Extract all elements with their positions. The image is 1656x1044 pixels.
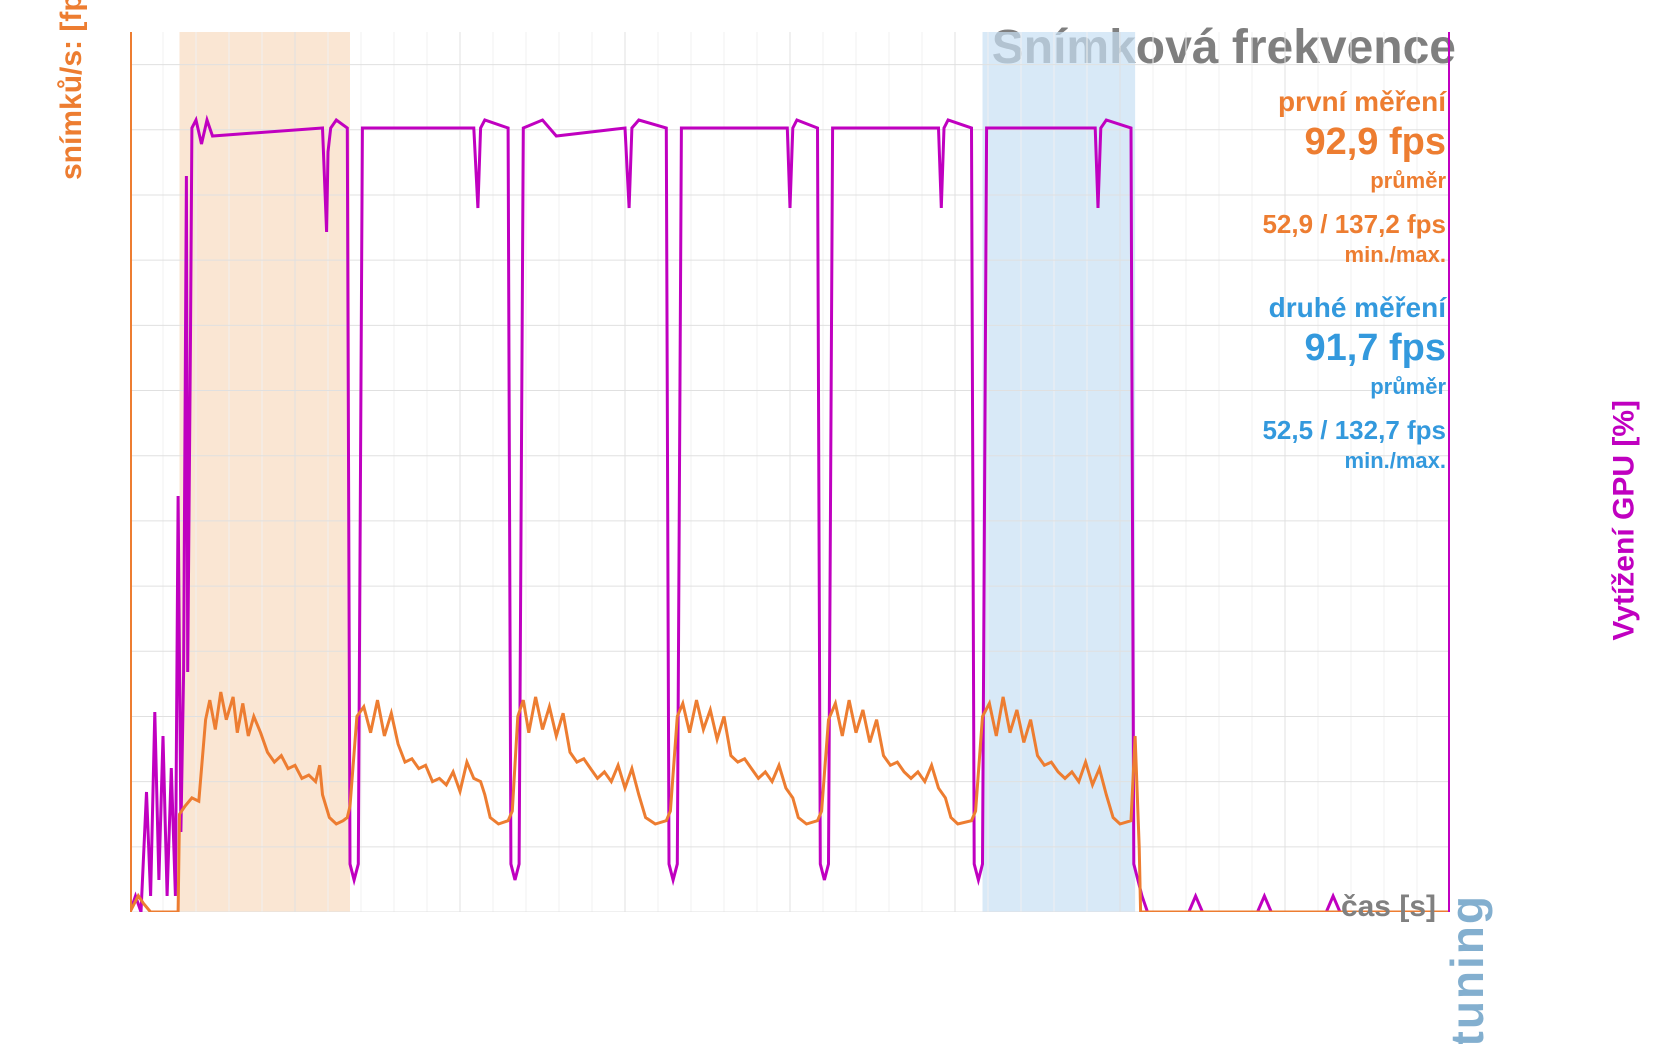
y-axis-left-label: snímků/s: [fps] [55, 0, 89, 180]
legend-first-header: první měření [1262, 84, 1446, 119]
legend-first-minmax: 52,9 / 137,2 fps [1262, 208, 1446, 241]
watermark-logo: pctuning [1440, 894, 1494, 1044]
legend-second-avg: 91,7 fps [1262, 325, 1446, 373]
plot-area: 4080120160200240280320360400440480520 01… [130, 32, 1450, 912]
legend-second-minmax: 52,5 / 132,7 fps [1262, 414, 1446, 447]
chart-container: Snímková frekvence 408012016020024028032… [0, 0, 1656, 1044]
legend: první měření 92,9 fps průměr 52,9 / 137,… [1262, 84, 1446, 474]
y-axis-right-label: Vytížení GPU [%] [1608, 400, 1642, 641]
legend-first-avglbl: průměr [1262, 167, 1446, 195]
legend-second-avglbl: průměr [1262, 373, 1446, 401]
legend-first-avg: 92,9 fps [1262, 119, 1446, 167]
x-axis-label: čas [s] [1341, 890, 1436, 924]
legend-second-header: druhé měření [1262, 290, 1446, 325]
logo-part2: tuning [1441, 894, 1493, 1044]
legend-first-mmlbl: min./max. [1262, 241, 1446, 269]
legend-second-mmlbl: min./max. [1262, 447, 1446, 475]
